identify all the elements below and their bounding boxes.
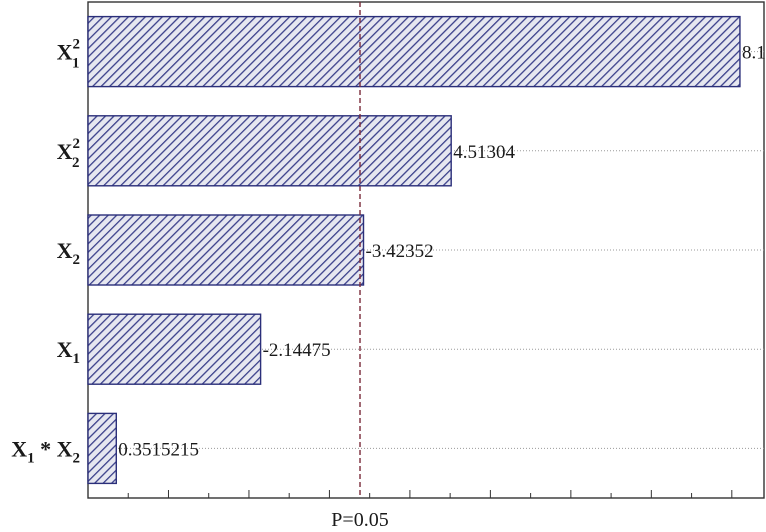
value-label: 8.101 (742, 43, 766, 64)
category-label: X2 2 (57, 136, 80, 171)
value-labels: 8.101 4.51304 -3.42352 -2.14475 0.3515215 (118, 43, 766, 461)
value-label: 0.3515215 (118, 439, 199, 460)
category-label: X1 (57, 337, 80, 367)
bar (87, 214, 365, 286)
category-label: X1 * X2 (11, 436, 80, 466)
category-label: X2 1 (57, 37, 80, 72)
category-label: X2 (57, 238, 80, 268)
bar (87, 115, 452, 187)
bars (87, 15, 741, 485)
bar (87, 15, 741, 88)
value-label: -2.14475 (263, 340, 331, 361)
value-label: 4.51304 (453, 142, 515, 163)
bar (87, 313, 262, 385)
category-labels: X2 1 X2 2 X2 X1 X1 * X2 (11, 37, 80, 467)
bar (87, 412, 117, 485)
x-axis-ticks (127, 490, 733, 498)
reference-line-label: P=0.05 (331, 509, 388, 531)
value-label: -3.42352 (366, 241, 434, 262)
